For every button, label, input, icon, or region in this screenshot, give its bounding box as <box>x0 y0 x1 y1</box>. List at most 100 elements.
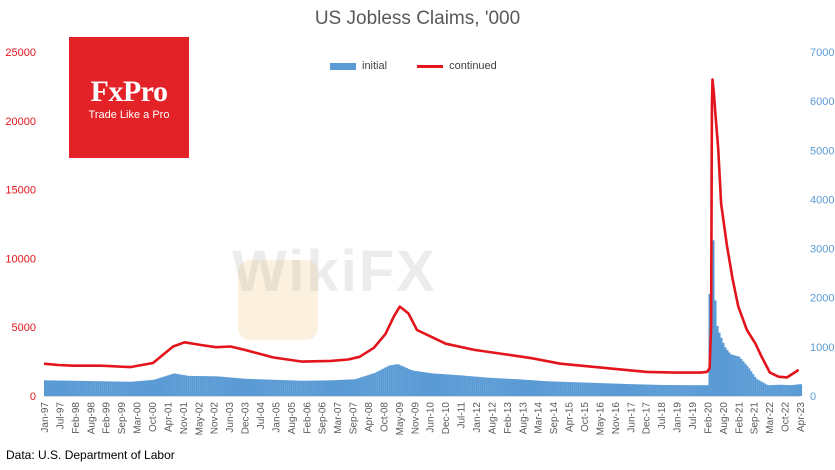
initial-claims-bar <box>280 380 283 396</box>
initial-claims-bar <box>284 380 287 396</box>
initial-claims-bar <box>398 364 401 396</box>
initial-claims-bar <box>125 381 128 396</box>
initial-claims-bar <box>632 384 635 396</box>
x-axis: Jan-97 Jul-97 Feb-98 Aug-98 Feb-99 Sep-99 Mar-… <box>40 396 807 435</box>
initial-claims-bar <box>213 376 216 396</box>
initial-claims-bar <box>439 373 443 396</box>
initial-claims-bar <box>770 385 773 396</box>
initial-claims-bar <box>726 349 729 396</box>
initial-claims-bar <box>167 375 170 396</box>
initial-claims-bar <box>294 380 297 396</box>
initial-claims-bar <box>563 381 566 396</box>
initial-claims-bar <box>133 381 136 396</box>
initial-claims-bar <box>768 385 771 396</box>
initial-claims-bar <box>521 379 524 396</box>
initial-claims-bar <box>326 380 329 396</box>
initial-claims-bar <box>256 379 259 396</box>
initial-claims-bar <box>774 384 777 396</box>
initial-claims-bar <box>380 369 383 396</box>
x-axis-tick-label: Jan-19 <box>673 402 684 433</box>
x-axis-tick-label: Jan-12 <box>472 402 483 433</box>
x-axis-tick-label: Jan-05 <box>271 402 282 433</box>
initial-claims-bar <box>696 385 699 396</box>
initial-claims-bar <box>93 381 96 396</box>
x-axis-tick-label: Apr-08 <box>364 402 375 432</box>
initial-claims-bar <box>780 384 783 396</box>
initial-claims-bar <box>593 382 596 396</box>
initial-claims-bar <box>173 373 176 396</box>
initial-claims-bar <box>55 380 59 396</box>
initial-claims-bar <box>626 384 630 396</box>
initial-claims-bar <box>644 384 647 396</box>
initial-claims-bar <box>794 384 797 396</box>
initial-claims-bar <box>254 379 257 396</box>
initial-claims-bar <box>304 380 307 396</box>
initial-claims-bar <box>497 378 500 396</box>
initial-claims-bar <box>565 381 568 396</box>
x-axis-tick-label: Mar-22 <box>765 402 776 434</box>
initial-claims-bar <box>453 374 456 396</box>
initial-claims-bar <box>738 356 741 396</box>
initial-claims-bar <box>396 364 399 396</box>
initial-claims-bar <box>732 354 735 396</box>
initial-claims-bar <box>215 376 218 396</box>
initial-claims-bar <box>131 381 134 396</box>
x-axis-tick-label: Nov-16 <box>611 402 622 435</box>
initial-claims-bar <box>177 374 180 396</box>
x-axis-tick-label: Oct-22 <box>781 402 792 432</box>
initial-claims-bar <box>264 379 267 396</box>
initial-claims-bar <box>422 372 425 396</box>
initial-claims-bar <box>676 385 679 396</box>
left-axis-tick-label: 0 <box>30 391 36 403</box>
left-axis-tick-label: 25000 <box>5 47 36 59</box>
initial-claims-bar <box>77 380 80 396</box>
initial-claims-bar <box>135 381 138 396</box>
legend-label-initial: initial <box>362 60 388 72</box>
initial-claims-bar <box>483 377 486 396</box>
initial-claims-bar <box>447 374 450 396</box>
initial-claims-bar <box>308 380 311 396</box>
initial-claims-bar <box>187 375 190 396</box>
initial-claims-bar <box>165 375 168 396</box>
initial-claims-bar <box>764 383 767 396</box>
x-axis-tick-label: Sep-06 <box>318 402 329 435</box>
initial-claims-bar <box>620 383 624 396</box>
initial-claims-bar <box>704 385 707 396</box>
initial-claims-bar <box>236 378 240 396</box>
initial-claims-bar <box>736 356 739 396</box>
initial-claims-bar <box>549 381 552 396</box>
initial-claims-bar <box>740 358 743 396</box>
initial-claims-bar <box>792 384 795 396</box>
x-axis-tick-label: Mar-14 <box>534 402 545 434</box>
initial-claims-bar <box>581 382 584 396</box>
initial-claims-bar <box>535 380 538 396</box>
initial-claims-bar <box>181 374 184 396</box>
initial-claims-bar <box>567 381 570 396</box>
initial-claims-bar <box>360 377 363 396</box>
initial-claims-bar <box>782 384 785 396</box>
initial-claims-bar <box>121 381 124 396</box>
right-axis-tick-label: 7000 <box>810 47 834 59</box>
initial-claims-bar <box>274 379 277 396</box>
initial-claims-bar <box>205 376 208 396</box>
initial-claims-bar <box>634 384 637 396</box>
initial-claims-bar <box>246 378 250 396</box>
initial-claims-bar <box>714 300 717 396</box>
initial-claims-bar <box>71 380 74 396</box>
watermark-text: WikiFX <box>232 239 437 304</box>
initial-claims-bar <box>147 380 150 396</box>
initial-claims-bar <box>429 373 433 396</box>
initial-claims-bar <box>724 347 727 396</box>
initial-claims-bar <box>149 380 152 396</box>
right-axis-tick-label: 2000 <box>810 293 834 305</box>
initial-claims-bar <box>286 380 289 396</box>
initial-claims-bar <box>435 373 439 396</box>
initial-claims-bar <box>612 383 616 396</box>
initial-claims-bar <box>752 374 755 396</box>
initial-claims-bar <box>786 385 789 396</box>
initial-claims-bar <box>334 380 337 396</box>
initial-claims-bar <box>509 378 512 396</box>
initial-claims-bar <box>346 379 349 396</box>
x-axis-tick-label: Jun-10 <box>426 402 437 433</box>
initial-claims-bar <box>418 371 421 396</box>
